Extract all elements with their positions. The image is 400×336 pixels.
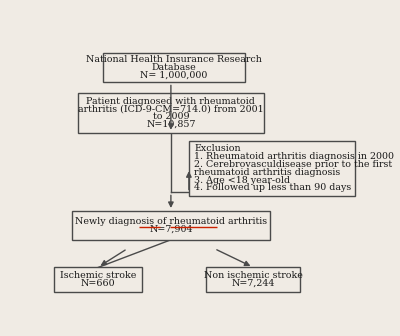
Text: Exclusion: Exclusion	[194, 144, 241, 154]
Text: rheumatoid arthritis diagnosis: rheumatoid arthritis diagnosis	[194, 168, 340, 177]
Text: 4. Followed up less than 90 days: 4. Followed up less than 90 days	[194, 183, 352, 192]
Text: N=660: N=660	[81, 279, 115, 288]
Text: Database: Database	[152, 63, 196, 72]
Text: 1. Rheumatoid arthritis diagnosis in 2000: 1. Rheumatoid arthritis diagnosis in 200…	[194, 152, 394, 161]
Text: Ischemic stroke: Ischemic stroke	[60, 271, 136, 280]
FancyBboxPatch shape	[72, 211, 270, 240]
FancyBboxPatch shape	[54, 267, 142, 292]
Text: Newly diagnosis of rheumatoid arthritis: Newly diagnosis of rheumatoid arthritis	[75, 217, 267, 226]
Text: arthritis (ICD-9-CM=714.0) from 2001: arthritis (ICD-9-CM=714.0) from 2001	[78, 104, 264, 113]
FancyBboxPatch shape	[206, 267, 300, 292]
FancyBboxPatch shape	[189, 140, 354, 196]
Text: National Health Insurance Research: National Health Insurance Research	[86, 55, 262, 64]
FancyBboxPatch shape	[78, 93, 264, 133]
Text: to 2009: to 2009	[152, 112, 189, 121]
Text: Patient diagnosed with rheumatoid: Patient diagnosed with rheumatoid	[86, 97, 255, 106]
Text: 2. Cerebrovasculdisease prior to the first: 2. Cerebrovasculdisease prior to the fir…	[194, 160, 392, 169]
Text: N=7,904: N=7,904	[149, 225, 193, 234]
FancyBboxPatch shape	[103, 53, 245, 82]
Text: Non ischemic stroke: Non ischemic stroke	[204, 271, 302, 280]
Text: N= 1,000,000: N= 1,000,000	[140, 71, 208, 80]
Text: 3. Age <18 year-old: 3. Age <18 year-old	[194, 175, 290, 184]
Text: N=7,244: N=7,244	[231, 279, 275, 288]
Text: N=10,857: N=10,857	[146, 120, 196, 129]
